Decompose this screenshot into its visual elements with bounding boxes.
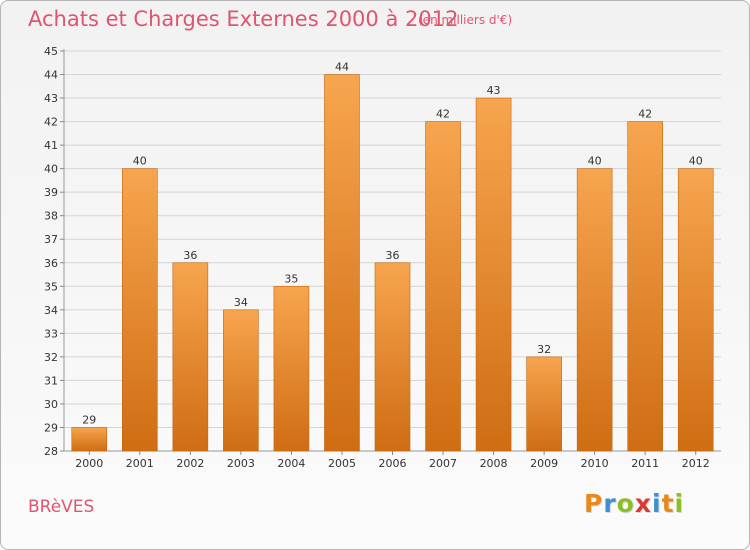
y-tick-label: 28	[44, 445, 58, 458]
logo-letter: r	[603, 489, 617, 518]
logo-letter: P	[584, 489, 604, 518]
y-tick-label: 30	[44, 398, 58, 411]
data-label: 29	[82, 413, 96, 426]
bar	[172, 262, 209, 452]
bar	[273, 285, 310, 452]
bar	[475, 97, 512, 452]
x-tick-label: 2007	[429, 457, 457, 470]
data-label: 36	[183, 249, 197, 262]
bar	[122, 168, 158, 452]
y-tick-label: 31	[44, 374, 58, 387]
logo-letter: x	[634, 489, 652, 518]
x-tick-label: 2001	[126, 457, 154, 470]
y-tick-label: 42	[44, 116, 58, 129]
data-label: 42	[436, 108, 450, 121]
bar	[374, 262, 411, 452]
y-tick-label: 44	[44, 69, 58, 82]
labels: 28 29 30 31 32 33 34 35 36 37 38 39 40 41 42 43 44 45 29 20…	[44, 45, 710, 470]
y-tick-label: 43	[44, 92, 58, 105]
bar	[526, 356, 562, 452]
logo-letter: i	[652, 489, 662, 518]
y-tick-label: 35	[44, 280, 58, 293]
data-label: 44	[335, 61, 349, 74]
data-label: 43	[487, 84, 501, 97]
data-label: 40	[689, 155, 703, 168]
x-tick-label: 2010	[581, 457, 609, 470]
bars	[71, 74, 714, 452]
data-label: 40	[588, 155, 602, 168]
bar	[677, 168, 714, 452]
data-label: 36	[386, 249, 400, 262]
chart-title: Achats et Charges Externes 2000 à 2012	[28, 7, 459, 31]
y-tick-label: 37	[44, 233, 58, 246]
bar	[627, 121, 663, 452]
bar	[223, 309, 259, 452]
data-label: 35	[284, 272, 298, 285]
bar	[324, 74, 360, 452]
bar	[576, 168, 613, 452]
x-tick-label: 2002	[176, 457, 204, 470]
data-label: 32	[537, 343, 551, 356]
x-tick-label: 2004	[277, 457, 305, 470]
data-label: 34	[234, 296, 248, 309]
y-tick-label: 45	[44, 45, 58, 58]
data-label: 42	[638, 108, 652, 121]
x-tick-label: 2005	[328, 457, 356, 470]
y-tick-label: 40	[44, 163, 58, 176]
y-tick-label: 41	[44, 139, 58, 152]
bar	[425, 121, 461, 452]
bar	[71, 427, 108, 452]
y-tick-label: 33	[44, 327, 58, 340]
y-tick-label: 38	[44, 210, 58, 223]
x-tick-label: 2012	[682, 457, 710, 470]
x-tick-label: 2011	[631, 457, 659, 470]
logo-letter: t	[661, 489, 675, 518]
x-tick-label: 2000	[75, 457, 103, 470]
y-tick-label: 34	[44, 304, 58, 317]
y-tick-label: 36	[44, 257, 58, 270]
commune-name: BRèVES	[28, 497, 95, 517]
chart-subtitle: (en milliers d'€)	[418, 13, 513, 27]
data-label: 40	[133, 155, 147, 168]
x-tick-label: 2009	[530, 457, 558, 470]
x-tick-label: 2006	[379, 457, 407, 470]
y-tick-label: 29	[44, 421, 58, 434]
proxiti-logo[interactable]: Proxiti	[584, 489, 684, 518]
y-tick-label: 32	[44, 351, 58, 364]
y-tick-label: 39	[44, 186, 58, 199]
x-tick-label: 2003	[227, 457, 255, 470]
logo-letter: o	[616, 489, 635, 518]
x-tick-label: 2008	[480, 457, 508, 470]
logo-letter: i	[674, 489, 685, 518]
